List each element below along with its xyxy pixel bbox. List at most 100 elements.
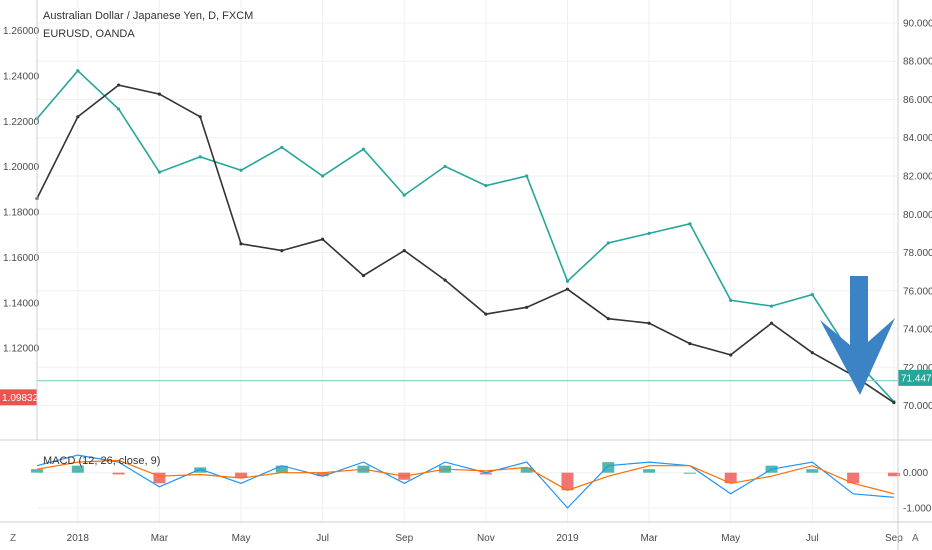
eurusd-point xyxy=(647,321,651,325)
x-tick-label: 2018 xyxy=(67,533,90,544)
right-tick-label: 78.000 xyxy=(903,248,932,259)
macd-histogram-bar xyxy=(194,467,207,473)
audjpy-point xyxy=(484,183,488,188)
macd-histogram-bar xyxy=(520,467,533,473)
x-tick-label: Sep xyxy=(395,533,413,544)
eurusd-point xyxy=(117,83,121,87)
right-tick-label: 84.000 xyxy=(903,133,932,144)
left-tick-label: 1.14000 xyxy=(3,298,40,309)
audjpy-point xyxy=(729,298,733,302)
compare-legend-title: EURUSD, OANDA xyxy=(43,28,135,40)
x-tick-label: Jul xyxy=(806,533,819,544)
right-tick-label: 82.000 xyxy=(903,172,932,183)
right-tick-label: 88.000 xyxy=(903,57,932,68)
left-tick-label: 1.18000 xyxy=(3,208,40,219)
macd-histogram-bar xyxy=(112,472,125,475)
macd-histogram-bar xyxy=(71,465,84,473)
right-tick-label: 72.000 xyxy=(903,363,932,374)
eurusd-point xyxy=(280,249,284,253)
auto-scale-button[interactable]: A xyxy=(912,533,919,544)
zoom-button[interactable]: Z xyxy=(10,533,16,544)
eurusd-point xyxy=(198,115,202,119)
audjpy-point xyxy=(76,69,80,73)
macd-histogram-bar xyxy=(316,472,329,477)
macd-histogram-bar xyxy=(31,469,43,473)
macd-signal-line[interactable] xyxy=(36,459,895,495)
right-tick-label: 70.000 xyxy=(903,401,932,412)
eurusd-line[interactable] xyxy=(36,84,895,404)
left-tick-label: 1.24000 xyxy=(3,71,40,82)
eurusd-point xyxy=(484,312,488,316)
macd-histogram-bar xyxy=(153,472,166,484)
audjpy-point xyxy=(688,222,692,226)
audjpy-point xyxy=(157,170,162,174)
x-tick-label: May xyxy=(232,533,251,544)
macd-histogram-bar xyxy=(235,472,248,478)
x-tick-label: Mar xyxy=(151,533,169,544)
x-tick-label: Jul xyxy=(316,533,329,544)
eurusd-point xyxy=(76,115,80,119)
axes: 2018 Mar May Jul Sep Nov 2019 Mar May Jul Sep 90.00… xyxy=(0,18,932,544)
x-tick-label: Nov xyxy=(477,533,495,544)
macd-histogram-bar xyxy=(806,469,819,473)
left-tick-label: 1.26000 xyxy=(3,26,40,37)
eurusd-point xyxy=(525,305,529,309)
series-lines xyxy=(35,69,896,509)
macd-histogram-bar xyxy=(887,472,900,477)
audjpy-point xyxy=(606,241,610,245)
eurusd-point xyxy=(606,317,610,321)
eurusd-point xyxy=(443,278,447,282)
eurusd-point xyxy=(729,353,733,357)
x-tick-label: 2019 xyxy=(556,533,579,544)
macd-line[interactable] xyxy=(36,454,894,509)
audjpy-point xyxy=(769,304,774,308)
main-legend-title: Australian Dollar / Japanese Yen, D, FXC… xyxy=(43,10,253,22)
x-tick-label: Sep xyxy=(885,533,903,544)
right-tick-label: 90.000 xyxy=(903,18,932,29)
left-tick-label: 1.16000 xyxy=(3,253,40,264)
audjpy-line[interactable] xyxy=(36,69,895,403)
x-tick-label: May xyxy=(721,533,740,544)
audjpy-point xyxy=(198,155,202,159)
macd-legend-title: MACD (12, 26, close, 9) xyxy=(43,455,160,467)
macd-tick-label: -1.000 xyxy=(903,503,932,514)
right-tick-label: 86.000 xyxy=(903,95,932,106)
eurusd-point xyxy=(688,342,692,346)
annotations xyxy=(37,276,898,395)
eurusd-point xyxy=(769,321,774,325)
audjpy-point xyxy=(565,279,570,283)
macd-histogram-bar xyxy=(479,472,492,475)
audjpy-point xyxy=(647,231,651,235)
eurusd-point xyxy=(321,237,325,241)
audjpy-last-value: 71.447 xyxy=(901,373,932,384)
macd-histogram-bar xyxy=(561,472,574,491)
macd-histogram-bar xyxy=(683,472,696,474)
audjpy-point xyxy=(117,107,121,111)
eurusd-point xyxy=(157,92,162,96)
macd-histogram-bar xyxy=(275,465,288,473)
down-arrow-annotation[interactable] xyxy=(820,276,895,395)
macd-histogram-bar xyxy=(724,472,737,484)
right-tick-label: 74.000 xyxy=(903,325,932,336)
x-tick-label: Mar xyxy=(640,533,658,544)
eurusd-point xyxy=(810,351,814,355)
audjpy-point xyxy=(321,174,325,178)
macd-histogram-bar xyxy=(643,469,656,473)
eurusd-point xyxy=(361,273,366,278)
left-tick-label: 1.12000 xyxy=(3,344,40,355)
eurusd-point xyxy=(892,400,896,405)
left-tick-label: 1.22000 xyxy=(3,117,40,128)
eurusd-point xyxy=(565,287,570,291)
macd-tick-label: 0.000 xyxy=(903,468,928,479)
audjpy-point xyxy=(810,293,814,297)
eurusd-last-value-badge xyxy=(0,389,37,406)
eurusd-last-value: 1.09832 xyxy=(2,393,39,404)
right-tick-label: 80.000 xyxy=(903,210,932,221)
audjpy-last-value-badge xyxy=(898,369,932,386)
audjpy-point xyxy=(443,164,447,169)
macd-histogram-bar xyxy=(602,462,615,473)
eurusd-point xyxy=(239,242,243,246)
left-tick-label: 1.20000 xyxy=(3,162,40,173)
